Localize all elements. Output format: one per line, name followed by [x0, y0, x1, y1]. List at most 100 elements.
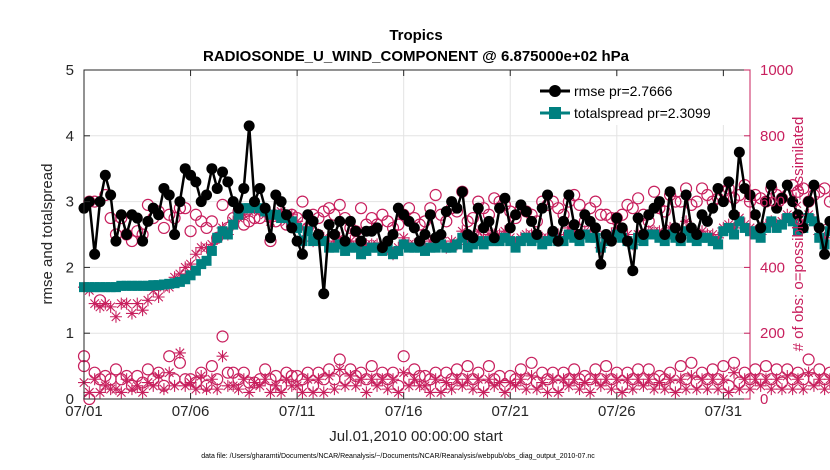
data-point	[658, 205, 671, 218]
data-point	[163, 366, 176, 379]
data-point	[562, 379, 575, 392]
data-point	[611, 212, 623, 224]
data-point	[142, 215, 154, 227]
data-point	[243, 386, 256, 399]
data-point	[222, 176, 234, 188]
data-point	[466, 211, 480, 225]
data-point	[429, 373, 442, 386]
data-point	[782, 213, 793, 224]
data-point	[600, 360, 613, 373]
y-tick-label: 1	[66, 325, 74, 342]
data-point	[775, 383, 788, 396]
data-point	[610, 373, 623, 386]
plot-series	[77, 120, 830, 406]
y-right-tick-label: 200	[760, 325, 785, 342]
data-point	[157, 383, 170, 396]
data-point	[200, 383, 213, 396]
data-point	[595, 242, 606, 253]
data-point	[333, 231, 346, 244]
data-point	[270, 209, 281, 220]
y-axis-label: rmse and totalspread	[39, 164, 56, 305]
data-point	[568, 219, 580, 231]
data-point	[94, 282, 105, 293]
data-point	[776, 219, 787, 230]
data-point	[408, 222, 420, 234]
data-point	[734, 216, 745, 227]
data-point	[227, 379, 240, 392]
data-point	[397, 366, 410, 379]
data-point	[621, 228, 634, 241]
data-point	[594, 379, 607, 392]
data-point	[723, 222, 734, 233]
data-point	[296, 195, 309, 208]
data-point	[93, 300, 106, 313]
data-point	[100, 282, 111, 293]
data-point	[482, 360, 496, 373]
data-point	[450, 373, 463, 386]
data-point	[110, 282, 121, 293]
data-point	[152, 291, 165, 304]
data-point	[153, 280, 164, 291]
data-point	[722, 386, 735, 399]
data-point	[286, 216, 297, 227]
data-point	[680, 383, 693, 396]
data-file-footer: data file: /Users/gharamti/Documents/NCA…	[201, 453, 595, 460]
data-point	[749, 373, 762, 386]
data-point	[104, 300, 117, 313]
data-point	[691, 236, 702, 247]
data-point	[483, 215, 495, 227]
data-point	[248, 376, 261, 389]
data-point	[280, 209, 292, 221]
data-point	[189, 248, 202, 261]
data-point	[216, 330, 229, 343]
data-point	[594, 208, 607, 221]
data-point	[569, 232, 580, 243]
data-point	[216, 198, 229, 211]
data-point	[312, 373, 325, 386]
data-point	[168, 211, 181, 225]
data-point	[797, 222, 809, 234]
data-point	[120, 373, 133, 386]
y-right-axis-label: # of obs: o=possible; ×=assimilated	[790, 117, 807, 352]
data-point	[493, 376, 506, 389]
data-point	[361, 245, 372, 256]
data-point	[504, 222, 516, 234]
data-point	[701, 215, 713, 227]
data-point	[472, 373, 485, 386]
data-point	[707, 202, 719, 214]
data-point	[574, 229, 586, 240]
data-point	[680, 189, 692, 201]
data-point	[824, 215, 830, 227]
data-point	[530, 383, 543, 396]
data-point	[674, 360, 687, 373]
data-point	[685, 356, 698, 369]
data-point	[498, 386, 511, 399]
data-point	[350, 225, 362, 237]
data-point	[755, 222, 767, 234]
data-point	[302, 226, 313, 237]
data-point	[233, 209, 244, 220]
data-point	[696, 373, 709, 386]
data-point	[488, 379, 501, 392]
data-point	[84, 282, 95, 293]
data-point	[259, 373, 272, 386]
y-tick-label: 2	[66, 259, 74, 276]
data-point	[653, 376, 666, 389]
data-point	[408, 373, 421, 386]
data-point	[638, 236, 649, 247]
y-tick-label: 3	[66, 194, 74, 211]
data-point	[478, 239, 489, 250]
data-point	[237, 208, 250, 221]
data-point	[451, 239, 462, 250]
data-point	[392, 218, 405, 231]
data-point	[312, 229, 324, 240]
data-point	[729, 229, 740, 240]
data-point	[318, 236, 329, 247]
data-point	[397, 350, 410, 363]
data-point	[387, 373, 400, 386]
data-point	[136, 304, 149, 317]
data-point	[563, 189, 575, 201]
data-point	[546, 373, 559, 386]
data-point	[781, 179, 793, 191]
data-point	[105, 189, 117, 201]
